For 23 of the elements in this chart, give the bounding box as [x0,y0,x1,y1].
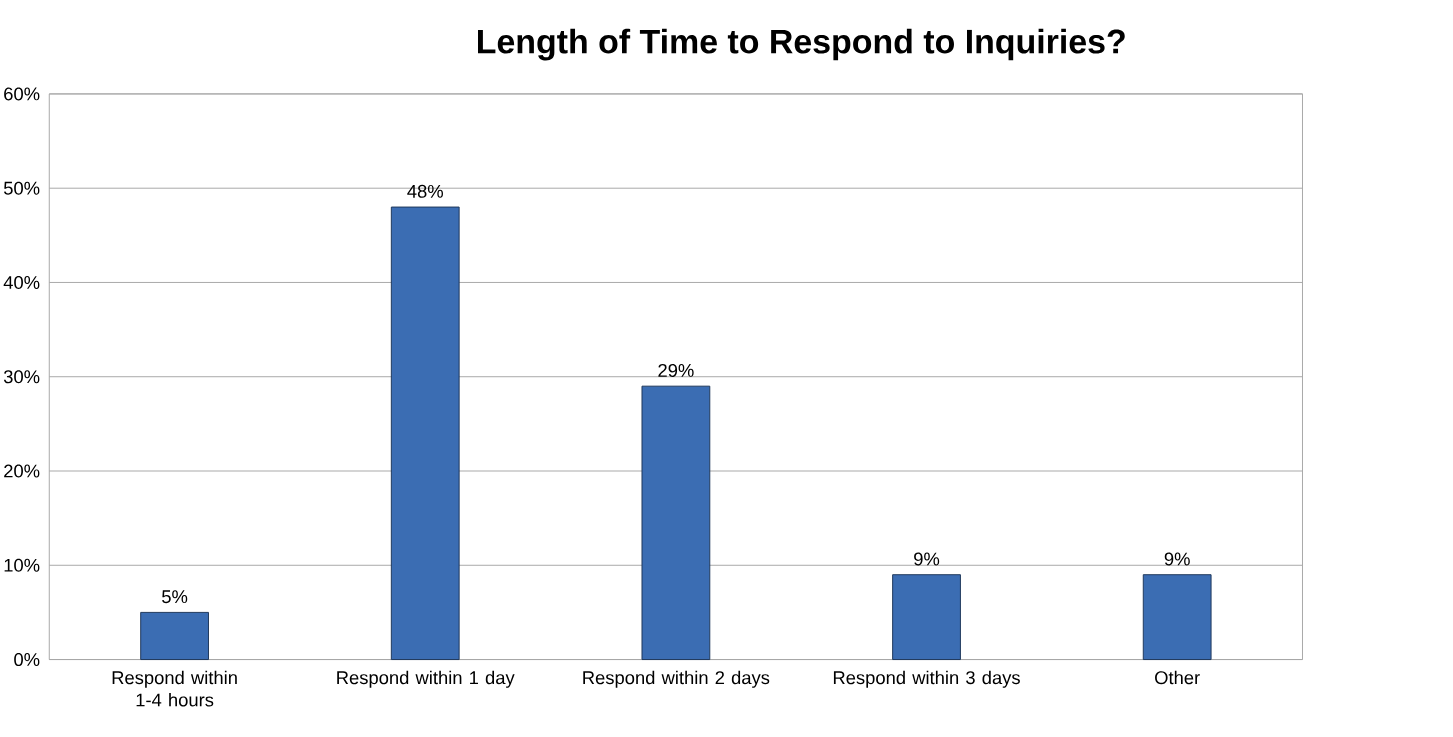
y-tick-label: 30% [3,370,40,384]
y-tick-label: 10% [4,558,40,572]
x-tick-label: Respond within 1-4 hours [112,670,237,707]
x-tick-label: Respond within 3 days [833,670,1020,688]
x-tick-label: Respond within 2 days [583,670,770,688]
y-tick-label: 50% [3,181,40,195]
data-label: 48% [407,184,443,198]
y-tick-label: 0% [14,653,40,667]
x-tick-label: Other [1155,670,1200,685]
data-label: 9% [914,552,940,566]
chart-title: Length of Time to Respond to Inquiries? [478,28,1125,61]
data-label: 9% [1164,552,1190,566]
y-tick-label: 20% [4,464,40,478]
data-label: 5% [162,590,188,604]
data-label: 29% [658,363,694,377]
bar [1142,574,1212,661]
bar [892,574,961,661]
x-tick-label: Respond within 1 day [337,670,515,688]
bar [390,206,460,661]
y-tick-label: 40% [3,275,40,289]
bar [140,611,209,661]
y-tick-label: 60% [4,87,40,101]
bar [641,385,711,661]
